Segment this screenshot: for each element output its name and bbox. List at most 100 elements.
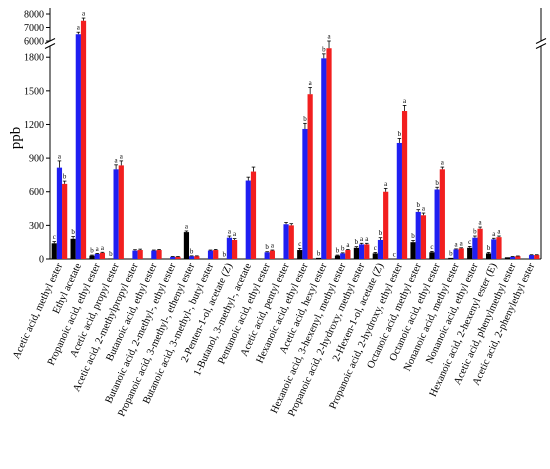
y-tick-label: 300 [29, 221, 44, 232]
y-axis-label: ppb [8, 127, 24, 150]
bar [453, 249, 459, 259]
significance-label: b [71, 228, 75, 236]
significance-label: b [341, 244, 345, 252]
significance-label: b [90, 247, 94, 255]
significance-label: b [336, 247, 340, 255]
bar [137, 250, 143, 259]
y-tick-label: 8000 [24, 10, 44, 21]
significance-label: a [228, 228, 232, 236]
bar [264, 252, 270, 259]
significance-label: a [101, 244, 105, 252]
bar [316, 257, 322, 259]
bar [534, 255, 540, 259]
bar [269, 250, 275, 259]
significance-label: a [185, 222, 189, 230]
bar [232, 239, 238, 259]
significance-label: c [374, 244, 377, 252]
significance-label: b [379, 229, 383, 237]
significance-label: a [309, 79, 313, 87]
significance-label: a [96, 245, 100, 253]
bar [89, 255, 95, 259]
significance-label: a [77, 24, 81, 32]
bar [334, 255, 341, 259]
y-tick-label: 900 [29, 154, 44, 165]
axis-break-mark [44, 43, 56, 49]
bar [99, 252, 106, 259]
bar [434, 189, 440, 259]
axis-break-gap [536, 41, 546, 46]
significance-label: a [454, 240, 458, 248]
significance-label: b [487, 244, 491, 252]
significance-label: a [384, 180, 388, 188]
bar [420, 215, 427, 259]
significance-label: c [53, 233, 56, 241]
y-tick-label: 0 [39, 255, 44, 266]
bar [467, 247, 473, 259]
significance-label: a [360, 235, 364, 243]
y-tick-label: 1500 [24, 86, 44, 97]
bar [113, 169, 119, 259]
y-tick-label: 6000 [24, 37, 44, 48]
bar [245, 180, 251, 259]
bar [283, 224, 289, 259]
bar [118, 165, 124, 259]
bar [504, 257, 511, 259]
y-tick-label: 1200 [24, 120, 44, 131]
bar [226, 237, 233, 259]
bar [326, 48, 332, 260]
bar [183, 232, 190, 259]
significance-label: b [190, 247, 194, 255]
bar [340, 253, 346, 259]
significance-label: a [460, 239, 464, 247]
y-tick-label: 7000 [24, 23, 44, 34]
significance-label: b [411, 232, 415, 240]
bar [448, 257, 454, 259]
bar [477, 228, 483, 259]
bar [372, 253, 378, 259]
significance-label: b [303, 115, 307, 123]
bar [458, 248, 464, 259]
significance-label: b [265, 243, 269, 251]
significance-label: a [497, 228, 501, 236]
bar [510, 256, 516, 259]
bar [396, 142, 402, 259]
bar [321, 58, 327, 260]
bar [302, 128, 308, 259]
significance-label: c [298, 240, 301, 248]
significance-label: c [393, 251, 396, 259]
bar [415, 211, 421, 259]
bar [250, 171, 257, 259]
significance-label: a [365, 235, 369, 243]
significance-label: b [417, 201, 421, 209]
significance-label: b [109, 250, 113, 258]
bar [56, 167, 63, 259]
bar [401, 111, 408, 259]
bar [156, 250, 162, 259]
bar [496, 237, 502, 259]
significance-label: a [492, 230, 496, 238]
significance-label: a [422, 205, 426, 213]
bar [528, 255, 535, 259]
bar [213, 250, 219, 259]
bar [207, 250, 214, 259]
bar [472, 237, 478, 259]
significance-label: a [82, 10, 86, 18]
bar [189, 256, 195, 259]
axis-break-mark [535, 38, 547, 44]
bar [297, 250, 303, 259]
bar [364, 244, 370, 259]
significance-label: b [435, 179, 439, 187]
significance-label: c [430, 243, 433, 251]
bar [429, 252, 435, 259]
bar [70, 238, 76, 259]
bar [170, 256, 176, 259]
significance-label: b [317, 249, 321, 257]
significance-label: a [441, 159, 445, 167]
bar [62, 183, 68, 259]
bar [194, 256, 200, 259]
bar [175, 256, 181, 259]
significance-label: a [115, 156, 119, 164]
bar [288, 225, 294, 259]
